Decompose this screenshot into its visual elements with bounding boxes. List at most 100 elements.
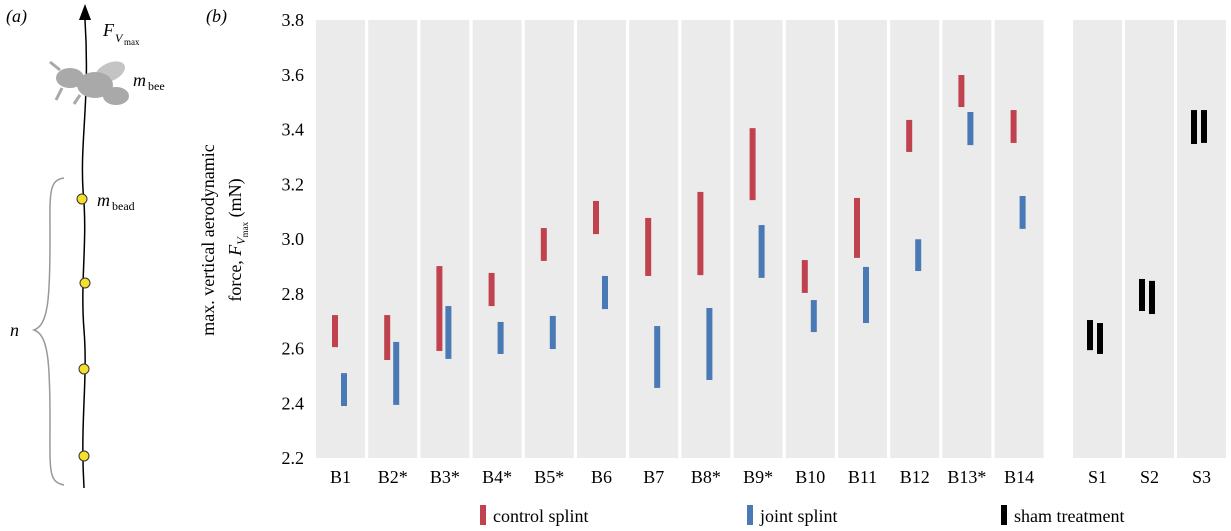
range-bar [445,306,451,359]
range-bar [750,128,756,200]
legend-label: control splint [493,506,589,526]
x-tick-label: B4* [482,467,512,487]
column-bg [473,20,522,458]
y-tick-label: 2.2 [282,448,305,468]
range-bar [541,228,547,261]
range-bar [958,75,964,107]
range-bar [706,308,712,380]
y-tick-label: 2.6 [282,339,305,359]
legend-label: sham treatment [1014,506,1124,526]
column-bg [786,20,835,458]
range-bar [341,373,347,406]
column-bg [681,20,730,458]
range-bar [1139,279,1145,311]
panel-label: (b) [206,6,227,27]
x-tick-label: B1 [330,467,351,487]
y-axis-label: max. vertical aerodynamic force, FVmax (… [198,144,250,335]
column-bg [1073,20,1122,458]
y-tick-label: 3.6 [282,65,305,85]
range-bar [1201,110,1207,143]
column-bg [420,20,469,458]
y-label-text: force, [225,256,245,302]
column-bg [838,20,887,458]
x-tick-label: S2 [1140,467,1159,487]
y-label-subsub: max [240,221,250,237]
column-bg [995,20,1044,458]
x-tick-label: B10 [795,467,825,487]
range-bar [811,300,817,332]
x-tick-label: B5* [534,467,564,487]
x-tick-label: B8* [691,467,721,487]
range-bar [915,239,921,271]
y-label-text: (mN) [225,178,246,222]
range-bar [802,260,808,293]
column-bg [1125,20,1174,458]
force-subsub: max [124,37,140,47]
x-tick-label: B6 [591,467,612,487]
y-tick-label: 2.8 [282,284,305,304]
range-bar [332,315,338,347]
range-bar [645,218,651,276]
x-tick-label: B7 [643,467,664,487]
x-tick-label: B2* [378,467,408,487]
legend-swatch [480,505,486,525]
x-tick-label: B3* [430,467,460,487]
x-tick-label: B9* [743,467,773,487]
panel-label: (a) [6,6,27,27]
range-bar [1087,320,1093,350]
x-tick-label: S1 [1088,467,1107,487]
plot: 2.2 2.4 2.6 2.8 3.0 3.2 3.4 3.6 3.8 B1 B2* B3* B4* B5… [282,10,1227,526]
force-arrow [79,4,91,20]
range-bar [1149,281,1155,314]
x-tick-label: B12 [900,467,930,487]
legend-label: joint splint [759,506,838,526]
y-tick-label: 3.4 [282,120,305,140]
y-tick-label: 3.2 [282,174,305,194]
range-bar [1097,323,1103,354]
legend-swatch [1001,505,1007,525]
force-symbol: F [102,20,115,40]
x-tick-label: B14 [1004,467,1034,487]
range-bar [967,112,973,145]
column-bg [1177,20,1226,458]
column-bg [368,20,417,458]
range-bar [1020,196,1026,229]
range-bar [863,267,869,323]
range-bar [697,192,703,275]
bee [50,57,129,105]
m-bee-sub: bee [148,79,165,93]
x-tick-label: B11 [848,467,877,487]
y-tick-label: 3.0 [282,229,305,249]
range-bar [393,342,399,405]
range-bar [906,120,912,152]
x-tick-label: S3 [1192,467,1211,487]
brace [34,178,64,485]
force-sub: V [115,31,124,45]
column-bg [734,20,783,458]
range-bar [384,315,390,360]
column-bg [525,20,574,458]
column-bg [890,20,939,458]
y-tick-label: 3.8 [282,10,305,30]
range-bar [602,276,608,309]
range-bar [498,322,504,354]
x-tick-label: B13* [947,467,986,487]
figure: (a) F V max m bee m bead n (b) max. vert… [0,0,1231,531]
column-bg [577,20,626,458]
y-tick-label: 2.4 [282,393,305,413]
range-bar [489,273,495,306]
m-bee: m [133,70,146,90]
n-label: n [10,320,19,340]
range-bar [436,266,442,351]
range-bar [1011,110,1017,143]
range-bar [550,316,556,349]
y-label-line: max. vertical aerodynamic [198,144,218,335]
range-bar [654,326,660,388]
column-bg [942,20,991,458]
column-bg [629,20,678,458]
column-bg [316,20,365,458]
m-bead: m [97,190,110,210]
range-bar [759,225,765,278]
range-bar [593,201,599,234]
range-bar [854,198,860,258]
